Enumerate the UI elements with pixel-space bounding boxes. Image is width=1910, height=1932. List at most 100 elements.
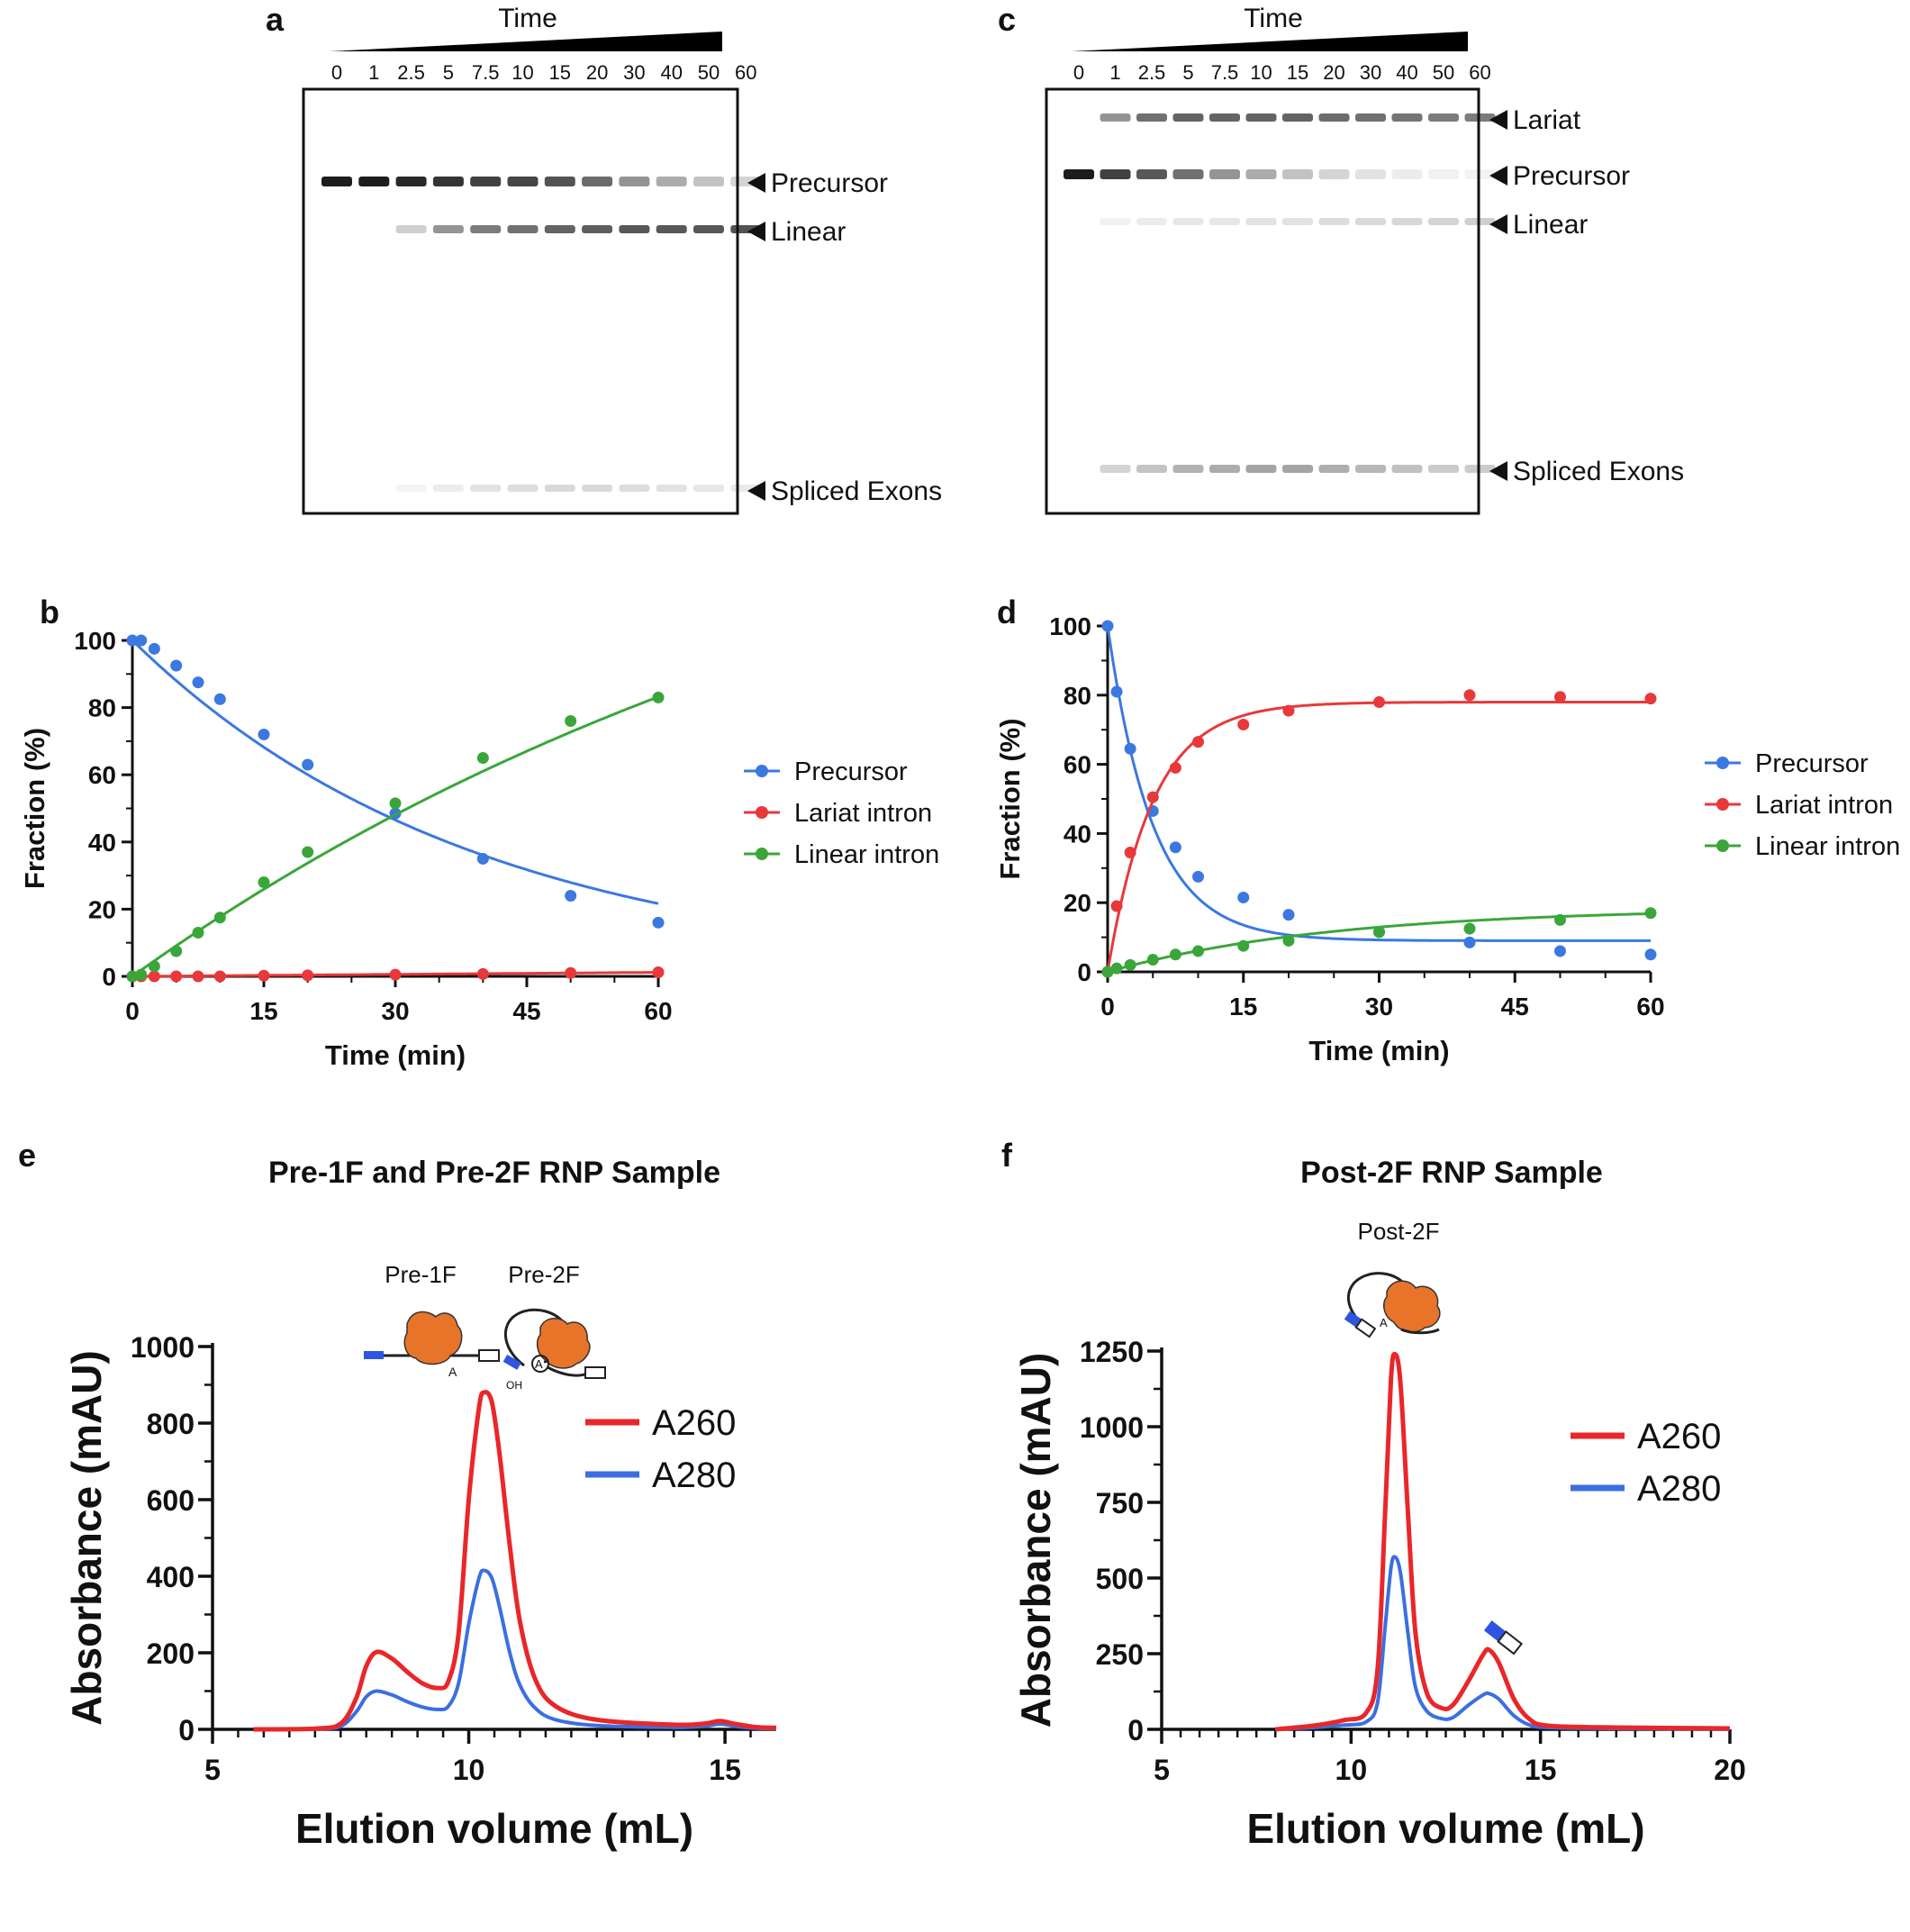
gel-band bbox=[1136, 169, 1167, 179]
x-tick-label: 15 bbox=[709, 1754, 741, 1786]
legend-label: Precursor bbox=[1755, 749, 1869, 778]
gel-band bbox=[1245, 218, 1277, 225]
post-2f-complex-illustration: A bbox=[1344, 1272, 1441, 1338]
data-point bbox=[258, 876, 270, 889]
panel-d-letter: d bbox=[997, 594, 1017, 630]
data-point bbox=[476, 967, 489, 980]
y-tick-label: 200 bbox=[147, 1637, 195, 1670]
data-point bbox=[1146, 954, 1159, 966]
gel-band bbox=[1355, 169, 1386, 179]
data-point bbox=[1373, 926, 1385, 939]
data-point bbox=[126, 970, 139, 983]
gel-band bbox=[656, 485, 687, 492]
x-tick-label: 15 bbox=[1525, 1754, 1557, 1786]
gel-band bbox=[1209, 218, 1240, 225]
data-point bbox=[1124, 847, 1136, 859]
panel-a-time-wedge bbox=[330, 32, 722, 51]
lane-label: 1 bbox=[1109, 61, 1120, 84]
lane-label: 20 bbox=[586, 61, 608, 84]
svg-text:A: A bbox=[1380, 1316, 1388, 1329]
panel-a-lane-labels: 0 1 2.5 5 7.5 10 15 20 30 40 50 60 bbox=[331, 61, 757, 84]
series-line bbox=[1275, 1555, 1731, 1731]
gel-band bbox=[1282, 218, 1313, 225]
legend-label: A260 bbox=[1637, 1417, 1721, 1456]
fit-curve bbox=[1107, 912, 1652, 974]
lane-label: 15 bbox=[1287, 61, 1308, 84]
x-tick-label: 0 bbox=[125, 997, 140, 1025]
lane-label: 60 bbox=[1469, 61, 1490, 84]
x-tick-label: 60 bbox=[1636, 993, 1664, 1020]
band-label: Spliced Exons bbox=[771, 476, 942, 506]
gel-band bbox=[1172, 113, 1204, 122]
y-tick-label: 20 bbox=[1064, 889, 1091, 917]
svg-text:OH: OH bbox=[506, 1379, 522, 1392]
lane-label: 40 bbox=[660, 61, 682, 84]
y-tick-label: 60 bbox=[1064, 751, 1091, 779]
band-label: Lariat bbox=[1513, 105, 1581, 135]
data-point bbox=[148, 970, 160, 983]
gel-band bbox=[1172, 169, 1204, 179]
gel-band bbox=[1136, 113, 1167, 122]
gel-band bbox=[395, 485, 427, 492]
gel-band bbox=[582, 485, 613, 492]
gel-band bbox=[619, 485, 650, 492]
series-line bbox=[253, 1390, 777, 1732]
band-label: Precursor bbox=[1513, 161, 1630, 191]
pre-2f-complex-illustration: A OH bbox=[502, 1308, 606, 1392]
gel-band bbox=[470, 177, 502, 186]
gel-band bbox=[1391, 465, 1423, 473]
band-label: Linear bbox=[771, 217, 846, 247]
data-point bbox=[148, 642, 160, 655]
y-tick-label: 0 bbox=[1127, 1714, 1144, 1746]
x-axis-title: Elution volume (mL) bbox=[295, 1805, 693, 1852]
gel-band bbox=[544, 225, 575, 233]
data-point bbox=[476, 852, 489, 865]
gel-band bbox=[470, 485, 502, 492]
gel-band bbox=[1318, 218, 1350, 225]
gel-band bbox=[582, 177, 613, 186]
y-axis-title: Fraction (%) bbox=[994, 718, 1026, 879]
x-axis-title: Elution volume (mL) bbox=[1246, 1805, 1644, 1852]
data-point bbox=[1463, 936, 1476, 948]
panel-c-lane-labels: 0 1 2.5 5 7.5 10 15 20 30 40 50 60 bbox=[1073, 61, 1491, 84]
data-point bbox=[1237, 718, 1250, 730]
data-point bbox=[1644, 907, 1657, 920]
y-tick-label: 500 bbox=[1096, 1563, 1144, 1595]
panel-c-time-label: Time bbox=[1244, 4, 1303, 33]
lane-label: 0 bbox=[1073, 61, 1084, 84]
y-tick-label: 100 bbox=[1049, 612, 1091, 640]
panel-a-gel-bands bbox=[321, 177, 762, 492]
band-arrow-icon bbox=[1489, 461, 1507, 481]
panel-f-letter: f bbox=[1001, 1137, 1013, 1174]
data-point bbox=[1169, 948, 1181, 961]
y-axis-title: Absorbance (mAU) bbox=[63, 1350, 110, 1726]
data-point bbox=[1373, 695, 1385, 708]
gel-band bbox=[1318, 169, 1350, 179]
panel-a-time-label: Time bbox=[498, 4, 557, 33]
data-point bbox=[1124, 958, 1136, 971]
band-label: Linear bbox=[1513, 210, 1588, 240]
gel-band bbox=[1391, 218, 1423, 225]
gel-band bbox=[1355, 113, 1386, 122]
lane-label: 7.5 bbox=[472, 61, 500, 84]
gel-band bbox=[1464, 465, 1496, 473]
data-point bbox=[1192, 870, 1204, 883]
fit-curve bbox=[131, 639, 659, 905]
panel-b-kinetics-chart: b 0 20 40 60 80 100 0 15 30 45 60 Time (min) Fractio… bbox=[19, 594, 939, 1071]
gel-band bbox=[1100, 465, 1131, 473]
gel-band bbox=[1428, 169, 1459, 179]
peak-annotation: Post-2F bbox=[1357, 1218, 1439, 1245]
panel-c-gel-frame bbox=[1045, 87, 1480, 515]
data-point bbox=[1169, 841, 1181, 854]
data-point bbox=[1554, 691, 1566, 703]
gel-band bbox=[507, 177, 539, 186]
band-label: Precursor bbox=[771, 168, 888, 198]
legend-marker bbox=[756, 765, 768, 777]
x-tick-label: 60 bbox=[644, 997, 672, 1025]
data-point bbox=[302, 758, 314, 771]
data-point bbox=[1644, 948, 1657, 961]
legend-label: A280 bbox=[1637, 1469, 1721, 1509]
x-tick-label: 10 bbox=[1335, 1754, 1368, 1786]
data-point bbox=[1463, 922, 1476, 935]
y-tick-label: 100 bbox=[74, 627, 116, 655]
